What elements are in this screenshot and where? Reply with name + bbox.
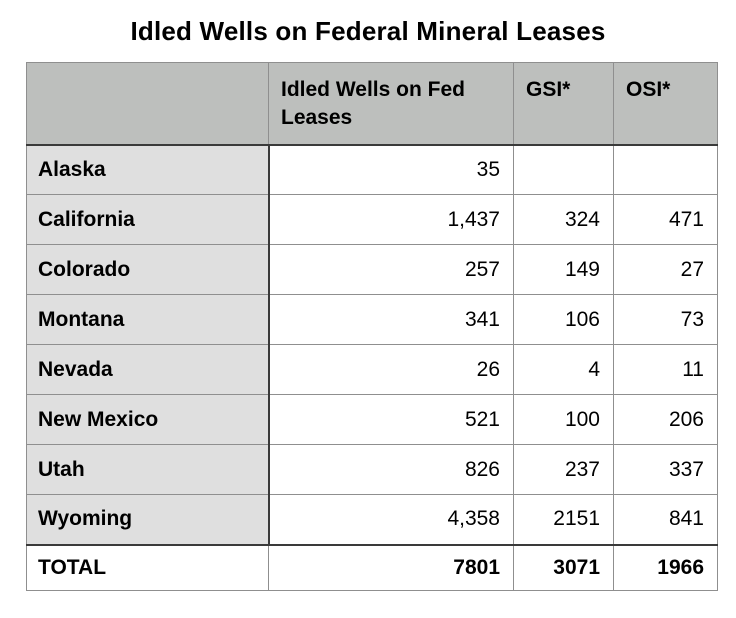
value-cell: 106 [513, 294, 614, 345]
value-cell: 100 [513, 394, 614, 445]
table-row: California 1,437 324 471 [26, 194, 718, 245]
value-cell: 237 [513, 444, 614, 495]
header-cell-osi: OSI* [613, 62, 718, 146]
header-cell-gsi: GSI* [513, 62, 614, 146]
state-cell: New Mexico [26, 394, 270, 445]
table-row: Nevada 26 4 11 [26, 344, 718, 395]
value-cell: 206 [613, 394, 718, 445]
value-cell: 257 [268, 244, 514, 295]
state-cell: Montana [26, 294, 270, 345]
value-cell: 521 [268, 394, 514, 445]
value-cell: 26 [268, 344, 514, 395]
value-cell: 27 [613, 244, 718, 295]
state-cell: Utah [26, 444, 270, 495]
value-cell: 341 [268, 294, 514, 345]
value-cell: 337 [613, 444, 718, 495]
value-cell: 149 [513, 244, 614, 295]
header-cell-state [26, 62, 269, 146]
table-total-row: TOTAL 7801 3071 1966 [26, 543, 718, 591]
value-cell: 35 [268, 144, 514, 195]
state-cell: California [26, 194, 270, 245]
value-cell: 4 [513, 344, 614, 395]
value-cell: 1,437 [268, 194, 514, 245]
value-cell: 73 [613, 294, 718, 345]
value-cell: 2151 [513, 494, 614, 545]
state-cell: Nevada [26, 344, 270, 395]
value-cell [513, 144, 614, 195]
table-row: Alaska 35 [26, 144, 718, 195]
page-title: Idled Wells on Federal Mineral Leases [130, 16, 606, 46]
value-cell [613, 144, 718, 195]
value-cell: 826 [268, 444, 514, 495]
table-row: Wyoming 4,358 2151 841 [26, 494, 718, 545]
idled-wells-table: Idled Wells on Fed Leases GSI* OSI* Alas… [26, 62, 718, 591]
value-cell: 3071 [513, 543, 614, 591]
table-row: New Mexico 521 100 206 [26, 394, 718, 445]
value-cell: 4,358 [268, 494, 514, 545]
state-cell: Wyoming [26, 494, 270, 545]
state-cell: Alaska [26, 144, 270, 195]
value-cell: 471 [613, 194, 718, 245]
header-cell-idled-wells: Idled Wells on Fed Leases [268, 62, 514, 146]
value-cell: 1966 [613, 543, 718, 591]
state-cell: TOTAL [26, 543, 269, 591]
state-cell: Colorado [26, 244, 270, 295]
table-row: Utah 826 237 337 [26, 444, 718, 495]
table-row: Colorado 257 149 27 [26, 244, 718, 295]
table-row: Montana 341 106 73 [26, 294, 718, 345]
value-cell: 11 [613, 344, 718, 395]
value-cell: 324 [513, 194, 614, 245]
value-cell: 841 [613, 494, 718, 545]
value-cell: 7801 [268, 543, 514, 591]
table-header-row: Idled Wells on Fed Leases GSI* OSI* [26, 62, 718, 146]
